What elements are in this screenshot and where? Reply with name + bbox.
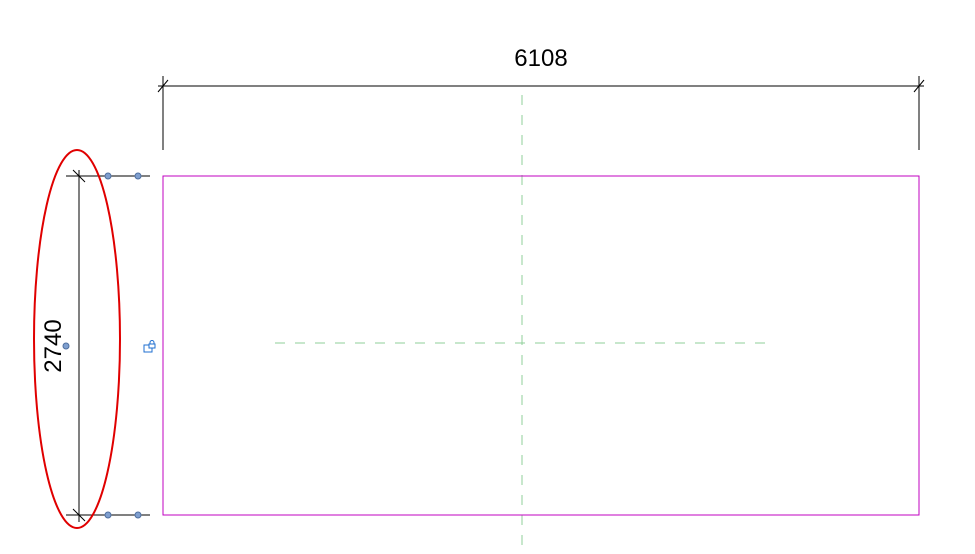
grip-top-right[interactable] <box>134 172 142 180</box>
highlight-ellipse <box>33 149 121 529</box>
grip-bottom-left[interactable] <box>104 511 112 519</box>
horizontal-dimension-tick-right <box>913 79 925 93</box>
padlock-icon[interactable] <box>143 340 156 353</box>
sketch-rectangle[interactable] <box>162 175 920 516</box>
grip-bottom-right[interactable] <box>134 511 142 519</box>
horizontal-dimension-value[interactable]: 6108 <box>514 45 567 72</box>
vertical-dimension-tick-top <box>72 169 86 183</box>
dimension-grips <box>62 172 142 519</box>
vertical-dimension[interactable]: 2740 <box>40 169 150 522</box>
vertical-dimension-tick-bottom <box>72 508 86 522</box>
horizontal-dimension-tick-left <box>157 79 169 93</box>
reference-planes <box>275 95 775 554</box>
grip-text-position[interactable] <box>62 342 70 350</box>
grip-top-left[interactable] <box>104 172 112 180</box>
horizontal-dimension[interactable]: 6108 <box>157 45 925 150</box>
